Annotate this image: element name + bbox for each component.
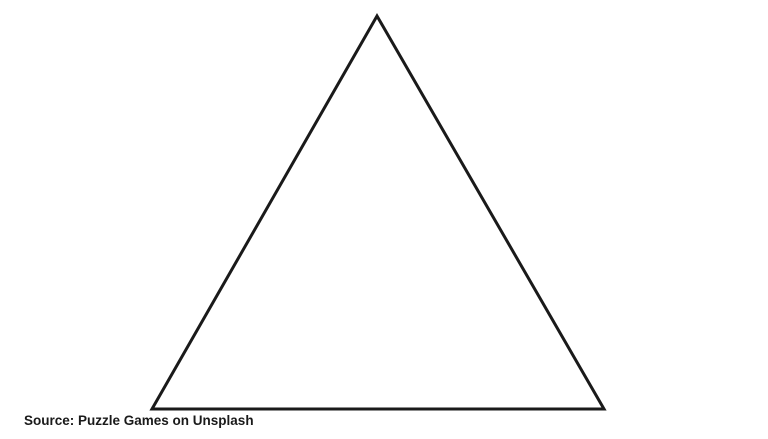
triangle-icon bbox=[149, 12, 607, 411]
source-caption: Source: Puzzle Games on Unsplash bbox=[24, 413, 254, 428]
